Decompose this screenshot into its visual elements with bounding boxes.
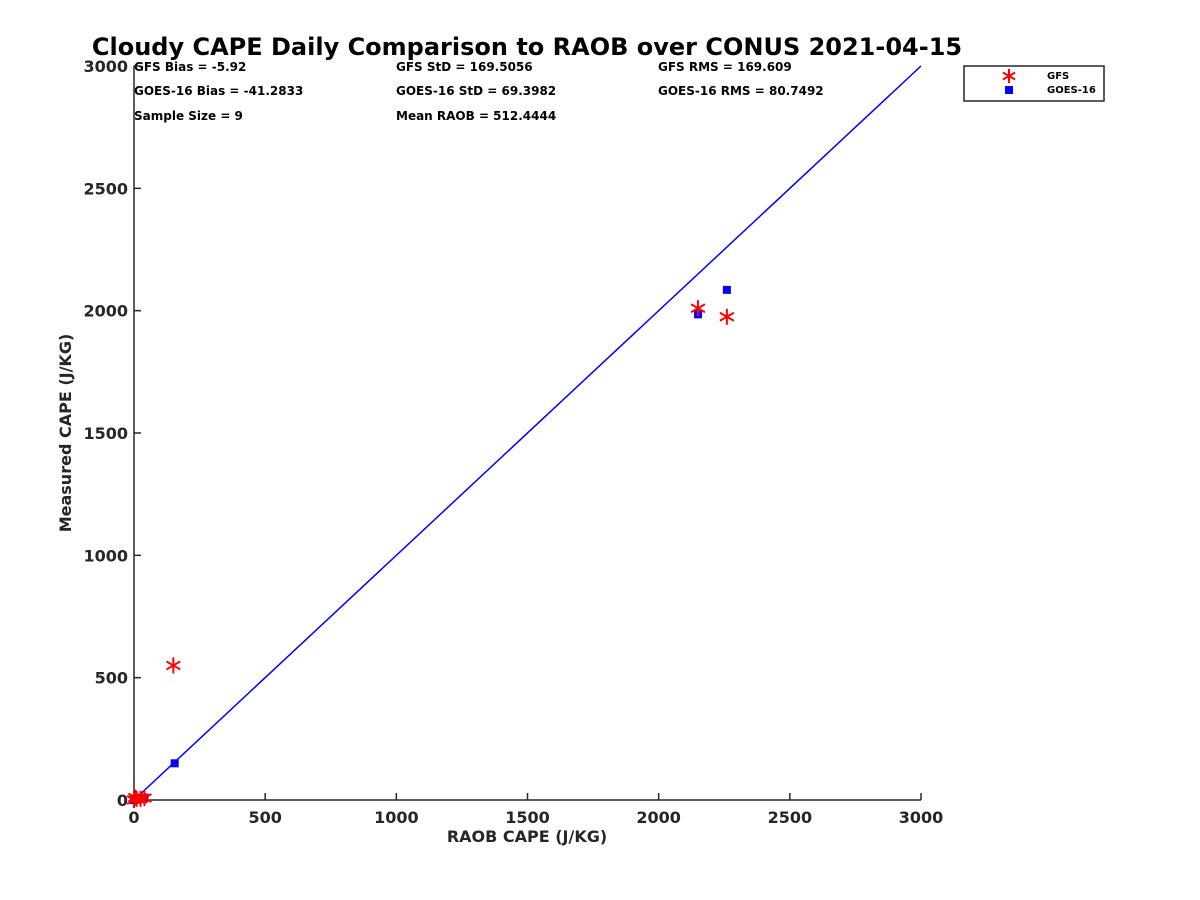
- goes-rms-text: GOES-16 RMS = 80.7492: [658, 84, 824, 98]
- x-tick-label: 500: [248, 808, 281, 827]
- one-to-one-reference-line: [133, 65, 922, 801]
- legend-box: [963, 65, 1105, 102]
- y-tick-label: 3000: [83, 57, 128, 76]
- gfs-point: [690, 300, 706, 317]
- y-tick-label: 500: [95, 669, 128, 688]
- x-tick-label: 0: [128, 808, 139, 827]
- gfs-point: [165, 657, 181, 674]
- x-tick-label: 1000: [374, 808, 419, 827]
- x-axis-label: RAOB CAPE (J/KG): [447, 827, 607, 846]
- y-tick-label: 2000: [83, 302, 128, 321]
- goes-std-text: GOES-16 StD = 69.3982: [396, 84, 556, 98]
- x-tick-label: 2500: [768, 808, 813, 827]
- goes-16-point: [170, 759, 179, 768]
- gfs-rms-text: GFS RMS = 169.609: [658, 60, 792, 74]
- legend-label-goes-16: GOES-16: [1047, 85, 1096, 96]
- y-tick-label: 1500: [83, 424, 128, 443]
- legend-asterisk-gfs: [1002, 69, 1016, 83]
- gfs-point: [719, 308, 735, 325]
- legend: GFS GOES-16: [963, 65, 1105, 102]
- y-axis-label: Measured CAPE (J/KG): [56, 334, 75, 533]
- y-tick-label: 0: [117, 791, 128, 810]
- stats-annotations: GFS Bias = -5.92 GFS StD = 169.5056 GFS …: [134, 60, 824, 123]
- goes-16-point: [722, 285, 731, 294]
- legend-marker-goes-16: [1005, 86, 1013, 94]
- x-tick-label: 3000: [899, 808, 944, 827]
- chart-title: Cloudy CAPE Daily Comparison to RAOB ove…: [92, 33, 962, 61]
- gfs-bias-text: GFS Bias = -5.92: [134, 60, 246, 74]
- mean-raob-text: Mean RAOB = 512.4444: [396, 109, 556, 123]
- data-points: [126, 285, 735, 808]
- y-tick-label: 1000: [83, 546, 128, 565]
- x-tick-label: 2000: [636, 808, 681, 827]
- x-tick-label: 1500: [505, 808, 550, 827]
- y-axis-ticks: 0 500 1000 1500 2000 2500 3000: [83, 57, 141, 810]
- gfs-std-text: GFS StD = 169.5056: [396, 60, 533, 74]
- y-tick-label: 2500: [83, 179, 128, 198]
- legend-marker-gfs: [1002, 69, 1016, 83]
- sample-size-text: Sample Size = 9: [134, 109, 243, 123]
- legend-label-gfs: GFS: [1047, 71, 1069, 82]
- legend-square-goes-16: [1005, 86, 1013, 94]
- goes-bias-text: GOES-16 Bias = -41.2833: [134, 84, 303, 98]
- x-axis-ticks: 0 500 1000 1500 2000 2500 3000: [128, 793, 943, 827]
- gfs-point: [137, 790, 152, 807]
